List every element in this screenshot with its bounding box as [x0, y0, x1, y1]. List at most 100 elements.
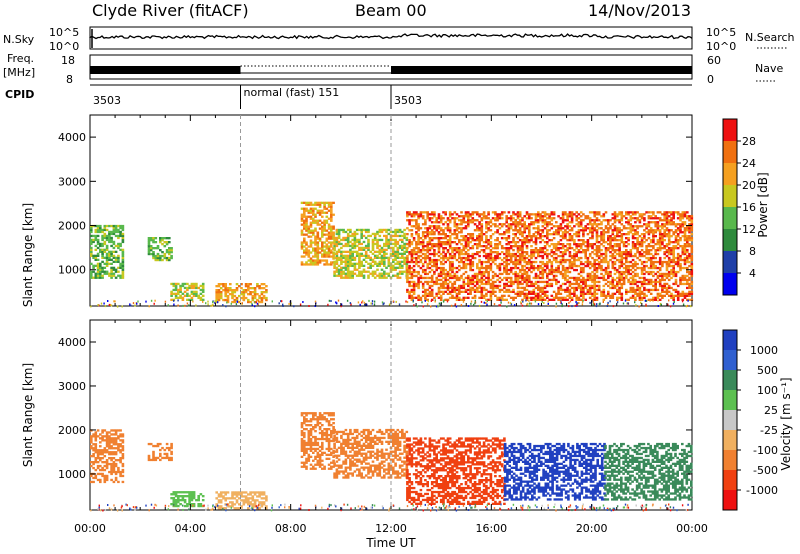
echo-cell	[491, 288, 495, 292]
echo-cell	[90, 242, 93, 246]
echo-cell	[557, 243, 560, 246]
echo-cell	[595, 213, 599, 216]
echo-cell	[600, 260, 603, 264]
echo-cell	[518, 231, 522, 234]
echo-cell	[330, 231, 333, 234]
echo-cell	[442, 290, 445, 293]
echo-cell	[489, 243, 493, 246]
echo-cell	[647, 245, 651, 248]
echo-cell	[469, 213, 472, 216]
echo-cell	[376, 240, 379, 244]
echo-cell	[509, 215, 513, 218]
echo-cell	[110, 272, 113, 275]
echo-cell	[186, 286, 189, 290]
echo-cell	[424, 268, 427, 272]
echo-cell	[485, 260, 488, 264]
echo-speckle	[110, 304, 113, 307]
echo-cell	[333, 244, 336, 248]
echo-cell	[514, 233, 517, 236]
echo-cell	[618, 251, 621, 254]
echo-cell	[638, 225, 642, 228]
echo-cell	[410, 294, 414, 297]
echo-cell	[342, 254, 345, 257]
echo-cell	[500, 258, 504, 262]
echo-speckle	[500, 299, 502, 302]
echo-cell	[667, 231, 671, 234]
echo-cell	[446, 274, 450, 278]
echo-cell	[335, 232, 339, 236]
echo-cell	[570, 260, 574, 264]
echo-cell	[215, 285, 218, 288]
echo-cell	[321, 233, 324, 236]
echo-cell	[417, 298, 420, 301]
echo-cell	[609, 274, 612, 278]
echo-cell	[448, 211, 452, 214]
echo-cell	[640, 215, 644, 218]
echo-cell	[421, 264, 425, 268]
echo-cell	[521, 290, 524, 293]
echo-cell	[433, 258, 436, 262]
echo-cell	[453, 241, 457, 244]
echo-cell	[530, 252, 533, 256]
echo-cell	[631, 274, 635, 278]
echo-cell	[600, 235, 603, 238]
echo-cell	[649, 280, 653, 284]
echo-cell	[392, 238, 395, 242]
echo-cell	[403, 234, 406, 238]
echo-speckle	[634, 301, 636, 304]
echo-cell	[602, 260, 606, 264]
echo-cell	[426, 294, 429, 297]
echo-cell	[634, 243, 637, 246]
echo-cell	[674, 247, 678, 250]
echo-cell	[467, 282, 470, 286]
echo-cell	[482, 286, 486, 290]
echo-cell	[552, 251, 556, 254]
echo-cell	[629, 251, 633, 254]
echo-cell	[543, 292, 547, 295]
echo-cell	[505, 243, 508, 246]
echo-cell	[99, 248, 102, 251]
echo-cell	[376, 244, 379, 248]
echo-cell	[620, 298, 624, 301]
echo-cell	[546, 225, 549, 228]
echo-speckle	[210, 304, 212, 307]
echo-cell	[383, 262, 386, 265]
echo-cell	[602, 239, 606, 242]
echo-cell	[602, 276, 606, 280]
echo-cell	[634, 252, 637, 256]
echo-cell	[412, 296, 416, 299]
echo-cell	[485, 264, 488, 268]
echo-cell	[577, 278, 581, 282]
echo-cell	[219, 291, 223, 294]
echo-cell	[616, 276, 619, 280]
echo-cell	[607, 247, 610, 250]
echo-cell	[523, 254, 526, 258]
echo-cell	[333, 274, 336, 277]
echo-cell	[521, 256, 524, 260]
echo-cell	[681, 249, 685, 252]
echo-cell	[462, 272, 466, 276]
echo-cell	[437, 227, 441, 230]
echo-speckle	[330, 300, 332, 302]
echo-cell	[690, 223, 694, 226]
echo-cell	[690, 282, 694, 286]
echo-cell	[460, 260, 463, 264]
echo-cell	[333, 262, 336, 265]
echo-cell	[233, 291, 237, 294]
echo-cell	[564, 245, 567, 248]
echo-cell	[625, 221, 628, 224]
echo-cell	[96, 268, 100, 271]
echo-cell	[670, 258, 673, 262]
echo-cell	[636, 239, 639, 242]
echo-cell	[455, 266, 459, 270]
echo-cell	[349, 256, 352, 259]
echo-speckle	[645, 299, 648, 302]
echo-cell	[654, 235, 657, 238]
echo-cell	[346, 258, 350, 261]
echo-cell	[618, 270, 621, 274]
echo-cell	[537, 233, 540, 236]
echo-cell	[103, 250, 107, 253]
echo-cell	[410, 229, 414, 232]
echo-cell	[575, 251, 578, 254]
echo-cell	[428, 258, 432, 262]
